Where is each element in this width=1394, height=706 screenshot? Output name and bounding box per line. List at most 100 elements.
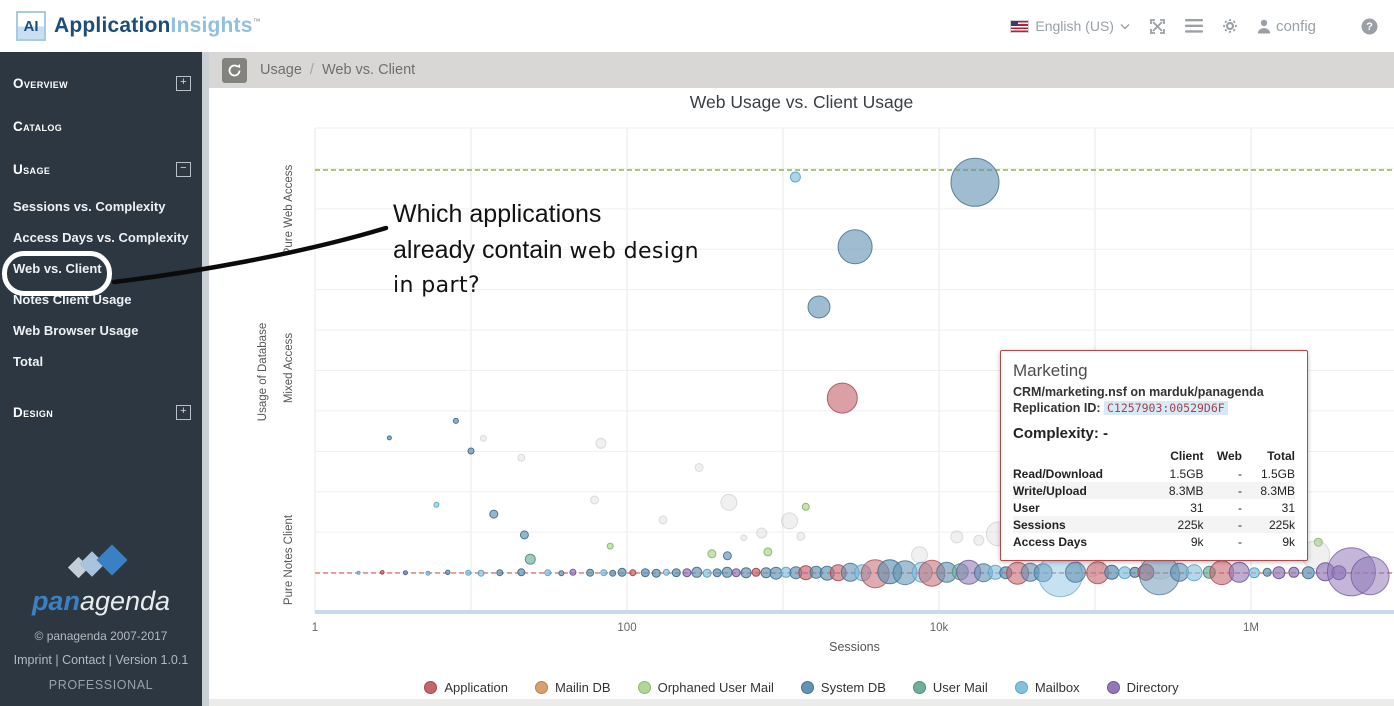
- bubble-inactive[interactable]: [911, 546, 928, 564]
- bubble-system-db[interactable]: [807, 295, 831, 319]
- bubble-mailbox[interactable]: [356, 570, 361, 575]
- bubble-system-db[interactable]: [712, 568, 722, 578]
- bubble-system-db[interactable]: [769, 566, 783, 580]
- bubble-orphaned-user-mail[interactable]: [763, 547, 773, 557]
- bubble-mailbox[interactable]: [662, 568, 670, 576]
- config-user-menu[interactable]: config: [1257, 18, 1316, 35]
- bubble-system-db[interactable]: [722, 551, 732, 561]
- bubble-orphaned-user-mail[interactable]: [1313, 537, 1323, 547]
- bubble-inactive[interactable]: [973, 534, 985, 546]
- refresh-button[interactable]: [222, 57, 247, 83]
- breadcrumb-section[interactable]: Usage: [260, 62, 302, 78]
- bubble-mailbox[interactable]: [1185, 564, 1203, 582]
- bubble-inactive[interactable]: [756, 527, 768, 539]
- legend-item-application[interactable]: Application: [424, 680, 508, 695]
- bubble-system-db[interactable]: [489, 509, 499, 519]
- bubble-system-db[interactable]: [721, 566, 733, 578]
- bubble-mailbox[interactable]: [600, 569, 608, 577]
- bubble-inactive[interactable]: [950, 530, 964, 544]
- bubble-system-db[interactable]: [386, 435, 392, 441]
- bubble-system-db[interactable]: [445, 569, 451, 575]
- bubble-directory[interactable]: [1272, 566, 1286, 580]
- sidebar-item-total[interactable]: Total: [13, 354, 44, 369]
- sidebar-section-catalog[interactable]: Catalog: [0, 105, 209, 148]
- bubble-inactive[interactable]: [658, 515, 668, 525]
- sidebar-section-overview[interactable]: Overview +: [0, 62, 209, 105]
- bubble-system-db[interactable]: [402, 570, 408, 576]
- bubble-inactive[interactable]: [740, 534, 748, 542]
- bubble-orphaned-user-mail[interactable]: [801, 502, 810, 511]
- bubble-system-db[interactable]: [467, 447, 475, 455]
- bubble-system-db[interactable]: [651, 568, 661, 578]
- bubble-inactive[interactable]: [517, 453, 526, 462]
- legend-item-orphaned-user-mail[interactable]: Orphaned User Mail: [637, 680, 774, 695]
- bubble-inactive[interactable]: [720, 493, 738, 511]
- bubble-orphaned-user-mail[interactable]: [707, 549, 717, 559]
- settings-button[interactable]: [1222, 18, 1238, 34]
- bubble-user-mail[interactable]: [524, 553, 536, 565]
- bubble-inactive[interactable]: [694, 463, 704, 472]
- bubble-inactive[interactable]: [796, 531, 806, 541]
- bubble-directory[interactable]: [1350, 556, 1390, 596]
- bubble-system-db[interactable]: [671, 568, 681, 578]
- bubble-system-db[interactable]: [496, 569, 504, 577]
- legend-item-system-db[interactable]: System DB: [800, 680, 886, 695]
- bubble-directory[interactable]: [731, 568, 741, 578]
- bubble-system-db[interactable]: [1301, 566, 1315, 580]
- bubble-mailbox[interactable]: [465, 569, 472, 576]
- sidebar-section-design[interactable]: Design +: [0, 391, 209, 434]
- bubble-system-db[interactable]: [609, 569, 617, 577]
- sidebar-item-web-vs-client[interactable]: Web vs. Client: [13, 261, 102, 276]
- sidebar-scrollbar[interactable]: [202, 52, 209, 706]
- bubble-application[interactable]: [629, 569, 637, 577]
- bubble-system-db[interactable]: [452, 417, 459, 424]
- bubble-application[interactable]: [826, 382, 858, 414]
- bubble-system-db[interactable]: [617, 567, 627, 577]
- bubble-mailbox[interactable]: [433, 501, 440, 508]
- sidebar-item-web-browser-usage[interactable]: Web Browser Usage: [13, 323, 139, 338]
- bubble-mailbox[interactable]: [1118, 566, 1132, 580]
- sidebar-section-usage[interactable]: Usage −: [0, 148, 209, 191]
- bubble-system-db[interactable]: [691, 566, 703, 578]
- sidebar-item-sessions-vs-complexity[interactable]: Sessions vs. Complexity: [13, 199, 166, 214]
- bubble-system-db[interactable]: [837, 229, 873, 265]
- bubble-system-db[interactable]: [519, 530, 529, 540]
- bubble-inactive[interactable]: [479, 434, 487, 442]
- legend-item-mailbox[interactable]: Mailbox: [1014, 680, 1080, 695]
- bubble-system-db[interactable]: [740, 567, 752, 579]
- bubble-orphaned-user-mail[interactable]: [606, 542, 614, 550]
- bubble-mailbox[interactable]: [544, 569, 552, 577]
- bubble-inactive[interactable]: [781, 512, 798, 530]
- bubble-directory[interactable]: [1228, 561, 1250, 583]
- legend-item-directory[interactable]: Directory: [1106, 680, 1179, 695]
- bubble-inactive[interactable]: [595, 437, 607, 449]
- bubble-system-db[interactable]: [950, 157, 1000, 207]
- legend-item-user-mail[interactable]: User Mail: [912, 680, 988, 695]
- bubble-mailbox[interactable]: [789, 171, 801, 183]
- fullscreen-button[interactable]: [1149, 18, 1166, 35]
- bubble-directory[interactable]: [682, 568, 692, 578]
- expand-plus-icon[interactable]: +: [176, 405, 191, 420]
- bubble-system-db[interactable]: [1104, 564, 1120, 580]
- bubble-application[interactable]: [751, 567, 761, 577]
- bubble-system-db[interactable]: [558, 570, 565, 577]
- language-selector[interactable]: English (US): [1010, 18, 1130, 34]
- bubble-system-db[interactable]: [517, 568, 526, 577]
- bubble-inactive[interactable]: [590, 495, 600, 505]
- sidebar-item-notes-client-usage[interactable]: Notes Client Usage: [13, 292, 132, 307]
- bubble-application[interactable]: [380, 570, 385, 575]
- bubble-directory[interactable]: [1288, 566, 1300, 578]
- bubble-system-db[interactable]: [1065, 561, 1086, 583]
- expand-plus-icon[interactable]: +: [176, 76, 191, 91]
- bubble-mailbox[interactable]: [477, 569, 485, 577]
- help-button[interactable]: ?: [1361, 18, 1378, 35]
- bubble-system-db[interactable]: [1262, 567, 1272, 577]
- bubble-system-db[interactable]: [640, 568, 650, 578]
- sidebar-item-access-days-vs-complexity[interactable]: Access Days vs. Complexity: [13, 230, 189, 245]
- legend-item-mailin-db[interactable]: Mailin DB: [534, 680, 611, 695]
- bubble-mailbox[interactable]: [425, 570, 431, 576]
- footer-links[interactable]: Imprint | Contact | Version 1.0.1: [13, 653, 189, 667]
- bubble-mailbox[interactable]: [1248, 567, 1260, 579]
- menu-button[interactable]: [1184, 19, 1203, 33]
- bubble-directory[interactable]: [569, 568, 577, 576]
